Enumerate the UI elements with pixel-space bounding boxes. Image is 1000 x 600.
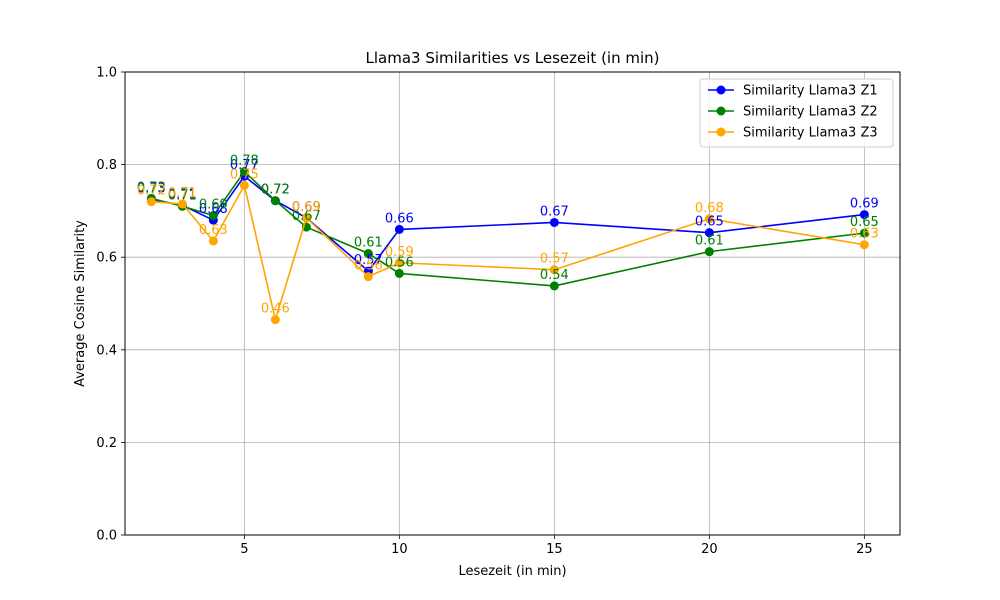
y-axis-title: Average Cosine Similarity bbox=[73, 220, 88, 387]
y-tick-label: 0.8 bbox=[96, 158, 117, 173]
legend: Similarity Llama3 Z1 Similarity Llama3 Z2… bbox=[699, 78, 894, 148]
data-point bbox=[549, 217, 559, 227]
y-tick-label: 0.4 bbox=[96, 343, 117, 358]
x-tick-label: 20 bbox=[701, 542, 718, 557]
data-label: 0.57 bbox=[354, 253, 383, 268]
data-label: 0.69 bbox=[292, 200, 321, 215]
data-label: 0.73 bbox=[137, 181, 166, 196]
data-point bbox=[394, 258, 404, 268]
data-label: 0.71 bbox=[168, 187, 197, 202]
data-point bbox=[859, 228, 869, 238]
data-point bbox=[239, 167, 249, 177]
x-tick-label: 5 bbox=[240, 542, 248, 557]
data-point bbox=[859, 210, 869, 220]
data-label: 0.77 bbox=[230, 158, 259, 173]
data-label: 0.69 bbox=[199, 198, 228, 213]
data-label: 0.71 bbox=[168, 188, 197, 203]
plot-frame bbox=[124, 71, 901, 536]
legend-marker bbox=[716, 85, 726, 95]
data-label: 0.63 bbox=[850, 227, 879, 242]
x-tick-label: 25 bbox=[856, 542, 873, 557]
legend-box bbox=[699, 78, 894, 148]
data-label: 0.71 bbox=[168, 186, 197, 201]
legend-marker bbox=[716, 127, 726, 137]
data-point bbox=[146, 197, 156, 207]
x-tick-label: 10 bbox=[391, 542, 408, 557]
data-point bbox=[301, 213, 311, 223]
data-label: 0.57 bbox=[540, 252, 569, 267]
data-label: 0.72 bbox=[261, 183, 290, 198]
data-label: 0.68 bbox=[695, 201, 724, 216]
legend-marker bbox=[716, 106, 726, 116]
data-label: 0.63 bbox=[199, 223, 228, 238]
data-point bbox=[549, 265, 559, 275]
data-point bbox=[394, 224, 404, 234]
data-point bbox=[363, 248, 373, 258]
data-point bbox=[704, 214, 714, 224]
data-point bbox=[270, 196, 280, 206]
data-label: 0.69 bbox=[292, 200, 321, 215]
x-tick-label: 15 bbox=[546, 542, 563, 557]
data-label: 0.65 bbox=[695, 215, 724, 230]
data-label: 0.59 bbox=[385, 245, 414, 260]
data-labels: 0.73 0.710.680.770.720.690.570.66 0.670.65… bbox=[137, 154, 879, 317]
data-label: 0.46 bbox=[261, 302, 290, 317]
x-axis-title: Lesezeit (in min) bbox=[458, 564, 566, 579]
data-point bbox=[239, 180, 249, 190]
data-label: 0.72 bbox=[261, 183, 290, 198]
axis-ticks: 5 10 15 20 25 0.0 0.2 0.4 0.6 0.8 1.0 bbox=[96, 66, 872, 558]
data-label: 0.65 bbox=[850, 215, 879, 230]
y-tick-label: 0.6 bbox=[96, 251, 117, 266]
data-point bbox=[177, 199, 187, 209]
data-point bbox=[270, 315, 280, 325]
data-point bbox=[208, 211, 218, 221]
data-label: 0.61 bbox=[695, 234, 724, 249]
legend-label: Similarity Llama3 Z1 bbox=[743, 84, 878, 99]
data-label: 0.72 bbox=[137, 184, 166, 199]
legend-label: Similarity Llama3 Z2 bbox=[743, 105, 878, 120]
data-point bbox=[704, 247, 714, 257]
data-label: 0.56 bbox=[354, 259, 383, 274]
y-tick-label: 0.2 bbox=[96, 436, 117, 451]
data-point bbox=[394, 268, 404, 278]
y-tick-label: 1.0 bbox=[96, 66, 117, 81]
data-label: 0.66 bbox=[385, 211, 414, 226]
data-point bbox=[208, 236, 218, 246]
data-point bbox=[549, 281, 559, 291]
data-label: 0.75 bbox=[230, 167, 259, 182]
data-label: 0.67 bbox=[292, 209, 321, 224]
data-label: 0.69 bbox=[850, 197, 879, 212]
data-label: 0.67 bbox=[540, 204, 569, 219]
series-layer bbox=[146, 167, 869, 325]
data-label: 0.78 bbox=[230, 154, 259, 169]
chart-title: Llama3 Similarities vs Lesezeit (in min) bbox=[365, 49, 659, 67]
data-point bbox=[859, 240, 869, 250]
data-label: 0.61 bbox=[354, 235, 383, 250]
data-point bbox=[704, 228, 714, 238]
data-label: 0.54 bbox=[540, 268, 569, 283]
data-label: 0.68 bbox=[199, 202, 228, 217]
data-point bbox=[363, 272, 373, 282]
legend-label: Similarity Llama3 Z3 bbox=[743, 126, 878, 141]
y-tick-label: 0.0 bbox=[96, 529, 117, 544]
data-label: 0.56 bbox=[385, 255, 414, 270]
data-label: 0.73 bbox=[137, 180, 166, 195]
